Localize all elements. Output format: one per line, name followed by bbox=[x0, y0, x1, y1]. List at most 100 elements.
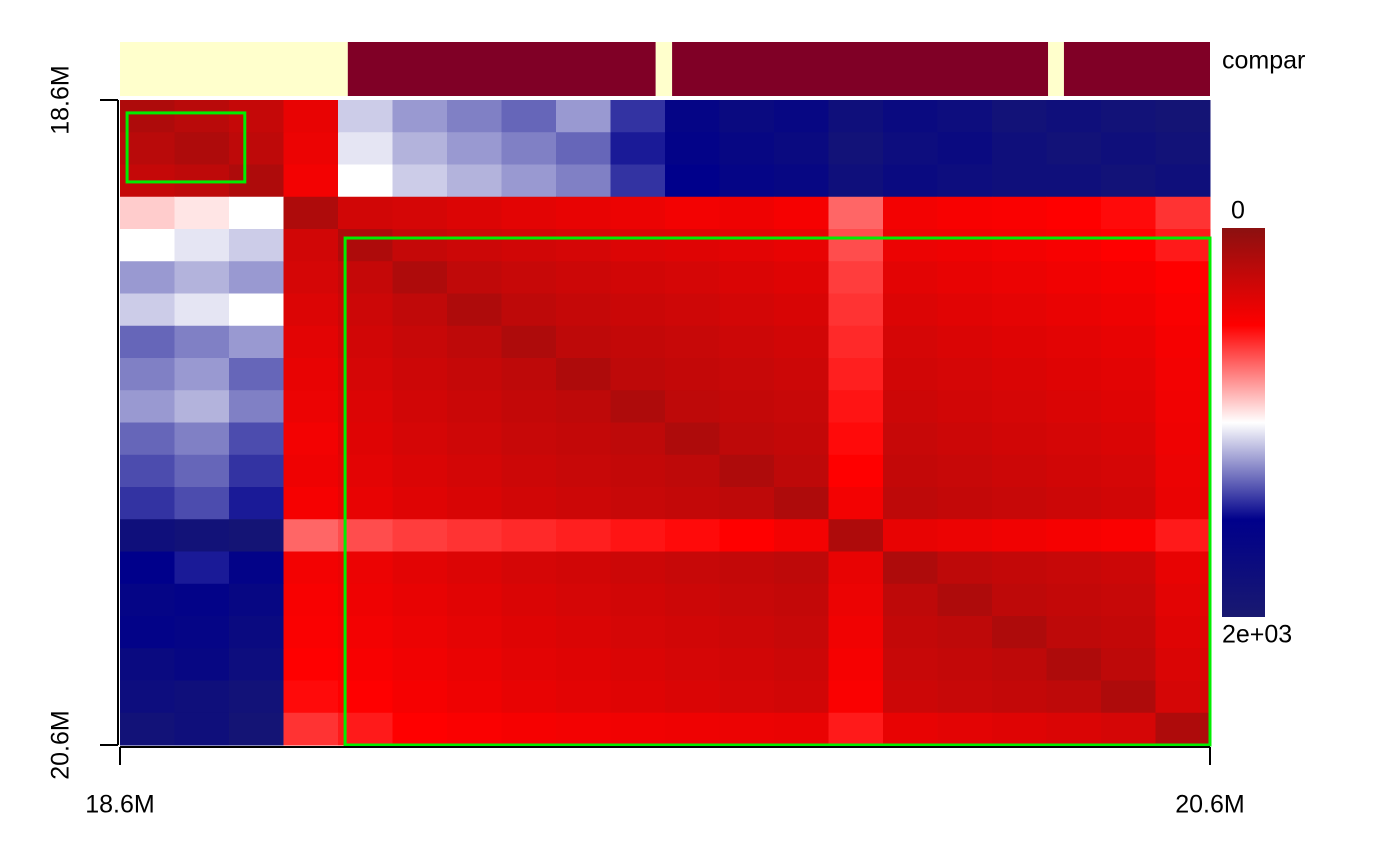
heatmap-cell bbox=[1101, 454, 1156, 488]
heatmap-cell bbox=[556, 487, 611, 520]
heatmap-cell bbox=[120, 358, 175, 391]
heatmap-cell bbox=[992, 100, 1047, 133]
heatmap-cell bbox=[1101, 487, 1156, 520]
heatmap-cell bbox=[338, 132, 393, 165]
heatmap-cell bbox=[501, 358, 557, 391]
heatmap-cell bbox=[883, 422, 938, 456]
heatmap-cell bbox=[828, 712, 884, 746]
heatmap-cell bbox=[229, 293, 284, 327]
heatmap-cell bbox=[719, 487, 775, 520]
heatmap-cell bbox=[610, 325, 666, 359]
heatmap-cell bbox=[447, 680, 502, 714]
heatmap-cell bbox=[992, 422, 1047, 456]
heatmap-cell bbox=[774, 551, 829, 585]
heatmap-cell bbox=[392, 648, 448, 681]
heatmap-cell bbox=[992, 358, 1047, 391]
heatmap-cell bbox=[774, 196, 829, 230]
heatmap-cell bbox=[338, 454, 393, 488]
heatmap-cell bbox=[992, 164, 1047, 198]
heatmap-cell bbox=[283, 519, 339, 552]
heatmap-cell bbox=[665, 325, 720, 359]
heatmap-cell bbox=[556, 196, 611, 230]
heatmap-cell bbox=[338, 712, 393, 746]
heatmap-cell bbox=[338, 551, 393, 585]
heatmap-cell bbox=[1155, 261, 1211, 294]
heatmap-cell bbox=[610, 196, 666, 230]
heatmap-cell bbox=[1046, 196, 1102, 230]
heatmap-cell bbox=[774, 487, 829, 520]
heatmap-cell bbox=[883, 100, 938, 133]
heatmap-cell bbox=[1155, 132, 1211, 165]
heatmap-cell bbox=[828, 293, 884, 327]
heatmap-cell bbox=[283, 680, 339, 714]
heatmap-cell bbox=[392, 196, 448, 230]
heatmap-cell bbox=[556, 229, 611, 262]
heatmap-cell bbox=[828, 100, 884, 133]
heatmap-cell bbox=[1101, 132, 1156, 165]
heatmap-cell bbox=[174, 616, 230, 649]
heatmap-cell bbox=[283, 293, 339, 327]
heatmap-cell bbox=[556, 293, 611, 327]
heatmap-cell bbox=[610, 551, 666, 585]
heatmap-cell bbox=[120, 390, 175, 423]
heatmap-cell bbox=[828, 132, 884, 165]
heatmap-cell bbox=[665, 583, 720, 617]
heatmap-cell bbox=[610, 487, 666, 520]
heatmap-cell bbox=[992, 551, 1047, 585]
heatmap-cell bbox=[883, 712, 938, 746]
heatmap-cell bbox=[229, 519, 284, 552]
heatmap-cell bbox=[937, 519, 993, 552]
heatmap-cell bbox=[937, 648, 993, 681]
heatmap-cell bbox=[1046, 454, 1102, 488]
heatmap-cell bbox=[1046, 390, 1102, 423]
heatmap-cell bbox=[283, 616, 339, 649]
heatmap-cell bbox=[229, 712, 284, 746]
heatmap-cell bbox=[774, 712, 829, 746]
heatmap-cell bbox=[447, 293, 502, 327]
heatmap-cell bbox=[120, 712, 175, 746]
heatmap-cell bbox=[229, 454, 284, 488]
heatmap-cell bbox=[501, 616, 557, 649]
heatmap-cell bbox=[501, 551, 557, 585]
heatmap-cell bbox=[883, 164, 938, 198]
heatmap-cell bbox=[1046, 164, 1102, 198]
heatmap-cell bbox=[1155, 422, 1211, 456]
heatmap-cell bbox=[828, 648, 884, 681]
heatmap-cell bbox=[120, 454, 175, 488]
heatmap-cell bbox=[556, 358, 611, 391]
heatmap-cell bbox=[120, 325, 175, 359]
heatmap-cell bbox=[283, 551, 339, 585]
heatmap-cell bbox=[992, 454, 1047, 488]
track-label: compar bbox=[1222, 47, 1305, 75]
heatmap-cell bbox=[556, 164, 611, 198]
heatmap-cell bbox=[283, 325, 339, 359]
heatmap-cell bbox=[338, 519, 393, 552]
heatmap-cell bbox=[774, 648, 829, 681]
heatmap-cell bbox=[447, 196, 502, 230]
heatmap-cell bbox=[883, 390, 938, 423]
heatmap-cell bbox=[1046, 229, 1102, 262]
heatmap-cell bbox=[338, 293, 393, 327]
heatmap-cell bbox=[501, 325, 557, 359]
heatmap-cell bbox=[556, 132, 611, 165]
heatmap-cell bbox=[338, 390, 393, 423]
heatmap-cell bbox=[392, 519, 448, 552]
heatmap-cell bbox=[1046, 422, 1102, 456]
heatmap-cell bbox=[1155, 616, 1211, 649]
y-tick-label: 18.6M bbox=[47, 65, 75, 134]
heatmap-cell bbox=[338, 680, 393, 714]
heatmap-cell bbox=[610, 454, 666, 488]
heatmap-cell bbox=[120, 100, 175, 133]
heatmap-cell bbox=[992, 712, 1047, 746]
heatmap-cell bbox=[883, 196, 938, 230]
heatmap-cell bbox=[610, 390, 666, 423]
heatmap-cell bbox=[174, 551, 230, 585]
heatmap-cell bbox=[992, 390, 1047, 423]
heatmap-cell bbox=[1046, 132, 1102, 165]
heatmap-cell bbox=[283, 164, 339, 198]
heatmap-cell bbox=[556, 519, 611, 552]
heatmap-cell bbox=[992, 616, 1047, 649]
heatmap-cell bbox=[556, 583, 611, 617]
heatmap-cell bbox=[1101, 422, 1156, 456]
heatmap-cell bbox=[338, 583, 393, 617]
